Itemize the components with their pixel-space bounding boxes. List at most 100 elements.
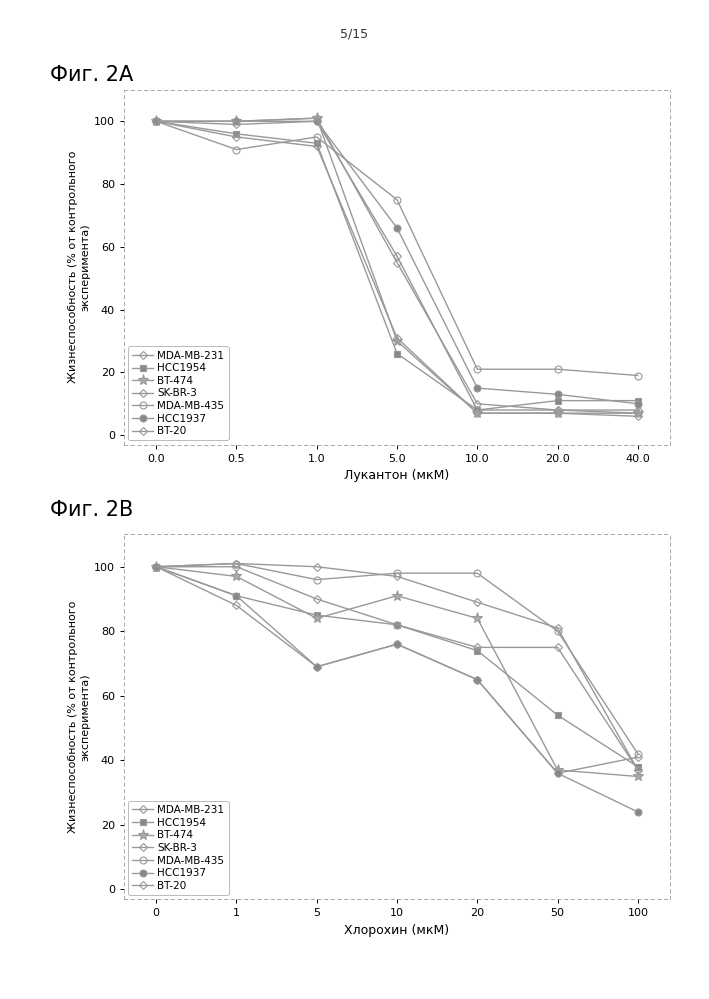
- Line: BT-20: BT-20: [153, 560, 641, 773]
- MDA-MB-231: [553, 767, 562, 779]
- HCC1954: [634, 761, 642, 773]
- BT-474: [473, 612, 481, 624]
- BT-474: [233, 115, 241, 127]
- HCC1937: [634, 398, 642, 410]
- BT-20: [152, 560, 160, 572]
- HCC1937: [473, 673, 481, 685]
- Text: Фиг. 2А: Фиг. 2А: [50, 65, 133, 85]
- Line: SK-BR-3: SK-BR-3: [153, 564, 641, 773]
- HCC1954: [393, 618, 401, 630]
- HCC1937: [152, 560, 160, 572]
- BT-474: [473, 408, 481, 420]
- HCC1937: [553, 767, 562, 779]
- MDA-MB-231: [473, 404, 481, 416]
- Y-axis label: Жизнеспособность (% от контрольного
эксперимента): Жизнеспособность (% от контрольного эксп…: [68, 151, 90, 384]
- HCC1954: [233, 589, 241, 601]
- HCC1954: [233, 128, 241, 140]
- HCC1937: [393, 638, 401, 650]
- SK-BR-3: [634, 411, 642, 423]
- BT-474: [313, 112, 321, 124]
- Line: MDA-MB-231: MDA-MB-231: [153, 119, 641, 413]
- BT-474: [233, 570, 241, 582]
- SK-BR-3: [152, 115, 160, 127]
- SK-BR-3: [233, 560, 241, 572]
- MDA-MB-231: [233, 599, 241, 611]
- MDA-MB-435: [473, 567, 481, 579]
- BT-20: [233, 557, 241, 569]
- MDA-MB-231: [553, 404, 562, 416]
- BT-20: [553, 404, 562, 416]
- HCC1954: [313, 137, 321, 149]
- Legend: MDA-MB-231, HCC1954, BT-474, SK-BR-3, MDA-MB-435, HCC1937, BT-20: MDA-MB-231, HCC1954, BT-474, SK-BR-3, MD…: [128, 801, 228, 895]
- MDA-MB-435: [634, 370, 642, 382]
- BT-20: [393, 257, 401, 269]
- Line: BT-474: BT-474: [150, 561, 644, 782]
- HCC1937: [313, 660, 321, 672]
- HCC1954: [473, 404, 481, 416]
- MDA-MB-435: [152, 115, 160, 127]
- BT-20: [473, 596, 481, 608]
- SK-BR-3: [233, 131, 241, 143]
- Line: MDA-MB-435: MDA-MB-435: [152, 560, 642, 757]
- MDA-MB-231: [634, 751, 642, 763]
- HCC1937: [393, 222, 401, 234]
- SK-BR-3: [393, 332, 401, 344]
- MDA-MB-435: [152, 560, 160, 572]
- SK-BR-3: [152, 560, 160, 572]
- BT-474: [152, 560, 160, 572]
- X-axis label: Лукантон (мкМ): Лукантон (мкМ): [345, 470, 450, 483]
- BT-20: [152, 115, 160, 127]
- BT-474: [553, 408, 562, 420]
- MDA-MB-435: [313, 131, 321, 143]
- Y-axis label: Жизнеспособность (% от контрольного
эксперимента): Жизнеспособность (% от контрольного эксп…: [68, 600, 90, 833]
- BT-20: [393, 570, 401, 582]
- SK-BR-3: [553, 641, 562, 653]
- HCC1937: [553, 389, 562, 401]
- HCC1954: [313, 609, 321, 621]
- MDA-MB-435: [233, 557, 241, 569]
- HCC1954: [152, 560, 160, 572]
- MDA-MB-435: [393, 567, 401, 579]
- HCC1954: [634, 395, 642, 407]
- BT-474: [393, 589, 401, 601]
- HCC1954: [553, 395, 562, 407]
- SK-BR-3: [634, 764, 642, 776]
- MDA-MB-435: [393, 194, 401, 206]
- HCC1954: [473, 644, 481, 656]
- Line: SK-BR-3: SK-BR-3: [153, 119, 641, 420]
- HCC1937: [473, 382, 481, 394]
- BT-474: [553, 764, 562, 776]
- SK-BR-3: [313, 593, 321, 605]
- Text: Фиг. 2В: Фиг. 2В: [50, 500, 133, 519]
- HCC1954: [393, 348, 401, 360]
- SK-BR-3: [553, 408, 562, 420]
- Line: BT-20: BT-20: [153, 115, 641, 416]
- BT-20: [553, 622, 562, 634]
- Line: BT-474: BT-474: [150, 113, 644, 419]
- SK-BR-3: [473, 641, 481, 653]
- MDA-MB-231: [233, 119, 241, 131]
- Line: MDA-MB-231: MDA-MB-231: [153, 564, 641, 776]
- MDA-MB-231: [393, 251, 401, 263]
- BT-20: [233, 115, 241, 127]
- BT-20: [634, 764, 642, 776]
- MDA-MB-435: [553, 625, 562, 637]
- MDA-MB-435: [473, 364, 481, 376]
- BT-20: [313, 560, 321, 572]
- BT-474: [152, 115, 160, 127]
- HCC1937: [152, 115, 160, 127]
- HCC1937: [313, 115, 321, 127]
- HCC1954: [553, 709, 562, 721]
- BT-20: [634, 408, 642, 420]
- BT-474: [634, 770, 642, 782]
- HCC1937: [233, 115, 241, 127]
- BT-474: [313, 612, 321, 624]
- Line: HCC1954: HCC1954: [152, 118, 642, 414]
- Line: MDA-MB-435: MDA-MB-435: [152, 118, 642, 379]
- Legend: MDA-MB-231, HCC1954, BT-474, SK-BR-3, MDA-MB-435, HCC1937, BT-20: MDA-MB-231, HCC1954, BT-474, SK-BR-3, MD…: [128, 347, 228, 441]
- Line: HCC1937: HCC1937: [152, 118, 642, 408]
- X-axis label: Хлорохин (мкМ): Хлорохин (мкМ): [345, 924, 450, 937]
- BT-20: [473, 398, 481, 410]
- MDA-MB-435: [313, 573, 321, 585]
- HCC1937: [634, 806, 642, 818]
